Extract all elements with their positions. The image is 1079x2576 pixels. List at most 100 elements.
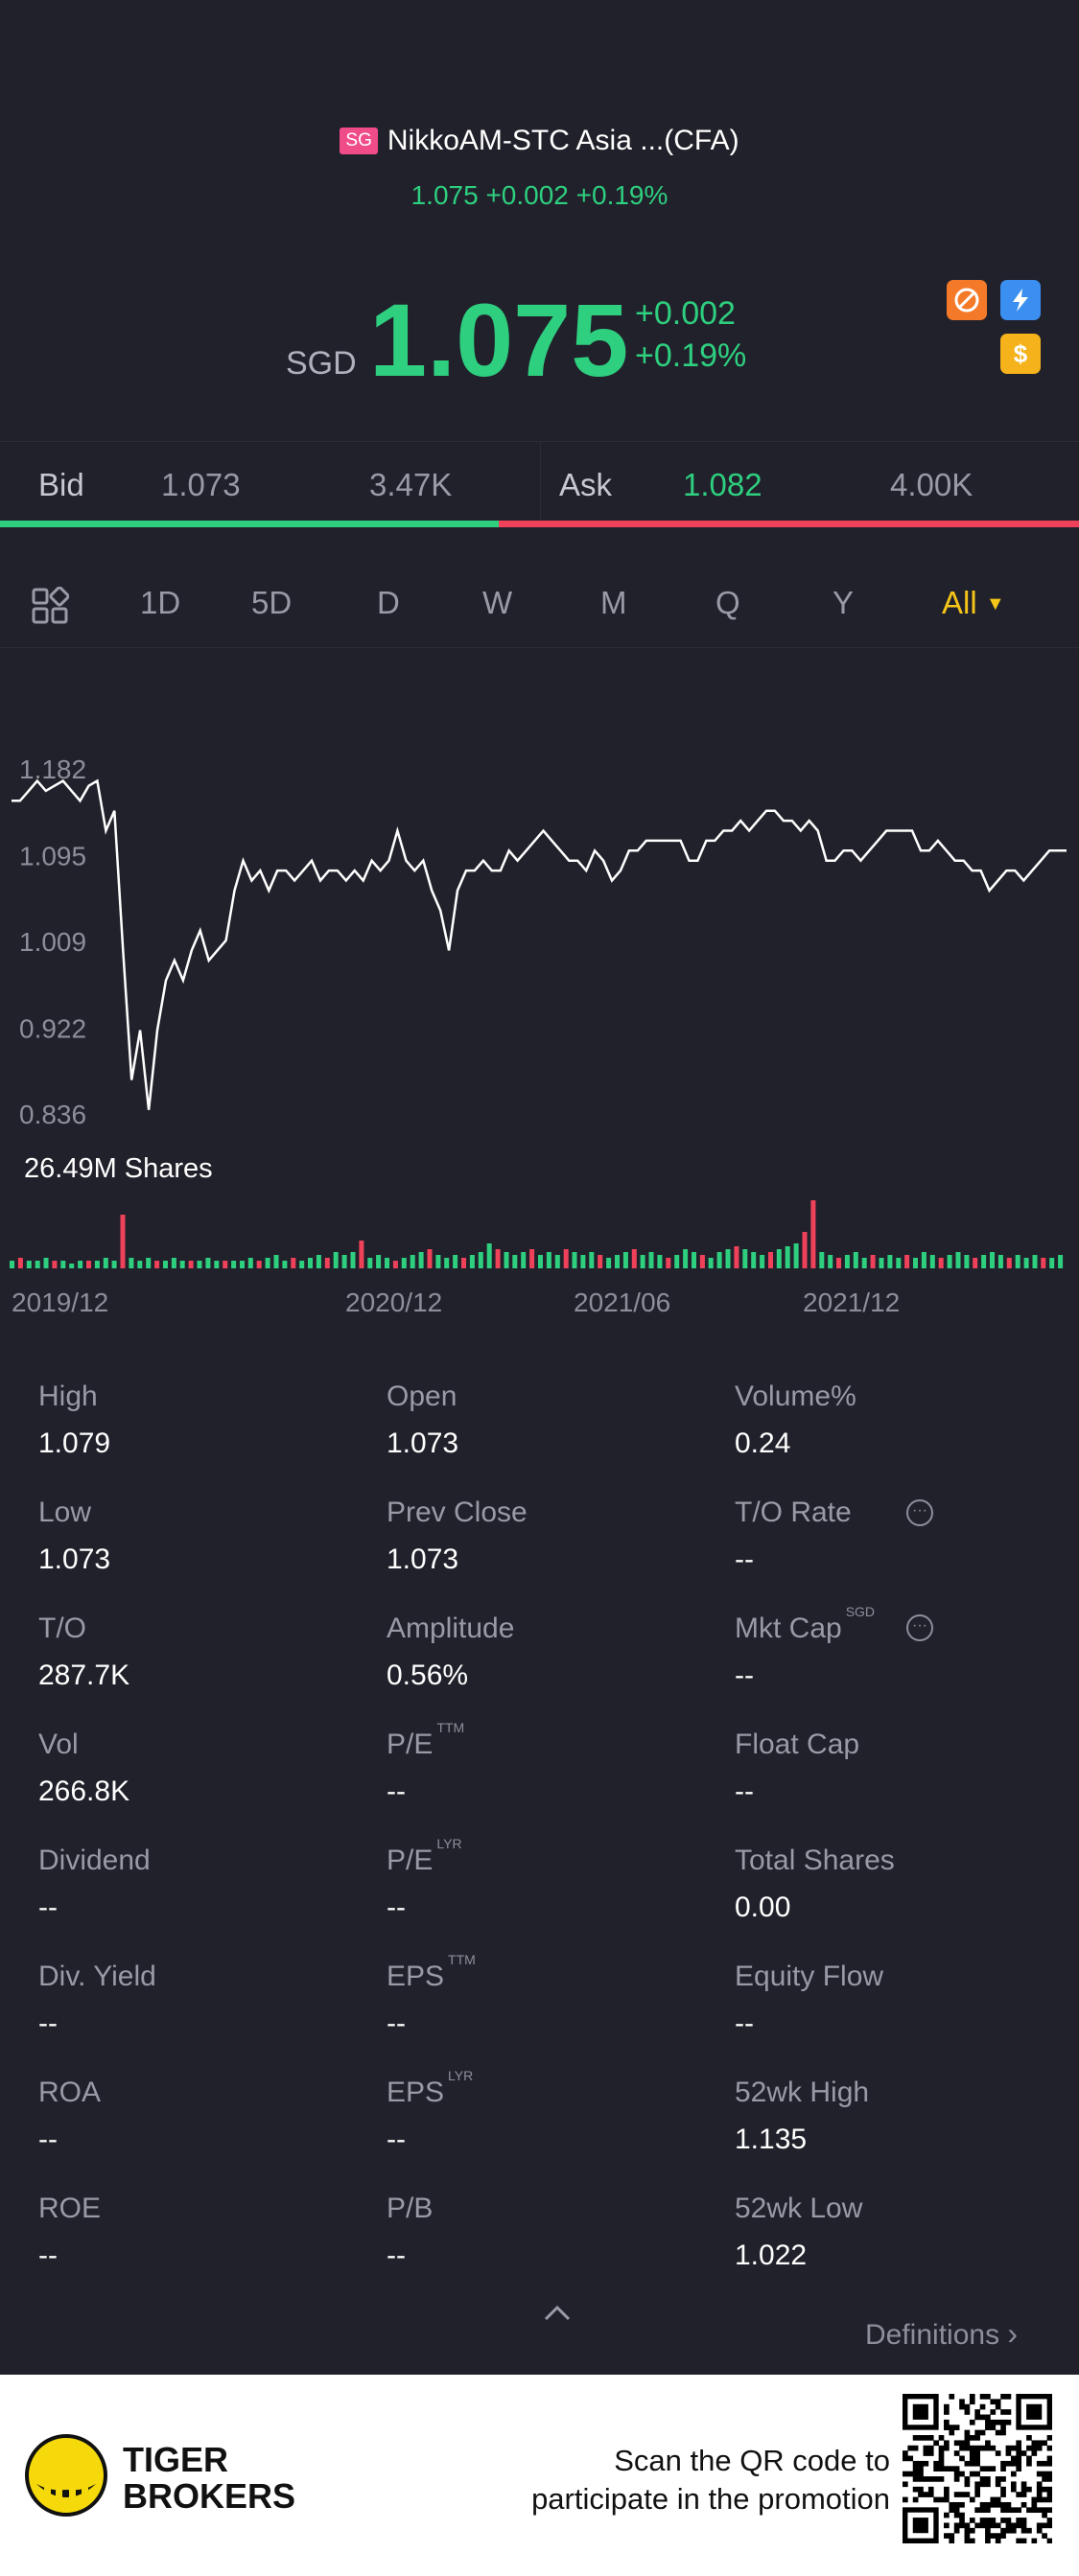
stat-label-text: Vol (38, 1729, 79, 1760)
stat-label: P/ELYR (387, 1836, 462, 1877)
volume-bar (324, 1258, 330, 1268)
volume-bar (453, 1255, 458, 1268)
definitions-link[interactable]: Definitions › (865, 2316, 1018, 2352)
stat-label-text: Low (38, 1497, 92, 1528)
volume-bar (844, 1255, 850, 1268)
volume-bar (129, 1258, 134, 1268)
stat-label: EPSLYR (387, 2068, 473, 2109)
promo-line1: Scan the QR code to (614, 2444, 890, 2477)
volume-bar (401, 1258, 407, 1268)
stat-label-text: P/E (387, 1845, 434, 1876)
volume-bar (793, 1243, 799, 1268)
volume-bar (666, 1258, 671, 1268)
bid-size: 3.47K (369, 467, 453, 502)
volume-bar (699, 1255, 705, 1268)
volume-bar (256, 1261, 262, 1268)
volume-bar (26, 1261, 32, 1268)
collapse-chevron-up-icon[interactable] (543, 2304, 572, 2328)
bid-ask-row: Bid 1.073 3.47K Ask 1.082 4.00K (0, 441, 1079, 526)
volume-bar (478, 1252, 483, 1268)
info-icon[interactable]: ··· (906, 1614, 933, 1641)
stat-value: -- (735, 1659, 754, 1691)
tab-1d[interactable]: 1D (140, 585, 181, 620)
stat-label-text: P/E (387, 1729, 434, 1760)
stat-value: 266.8K (38, 1775, 130, 1807)
volume-bar (751, 1252, 757, 1268)
stat-value: -- (387, 1775, 406, 1807)
stat-label-text: Open (387, 1381, 457, 1412)
volume-bar (359, 1241, 364, 1268)
bid-ratio-bar (0, 521, 499, 527)
promo-line2: participate in the promotion (531, 2482, 890, 2516)
y-tick-label: 1.182 (19, 754, 86, 784)
volume-bar (938, 1258, 944, 1268)
stat-value: -- (387, 2007, 406, 2039)
stat-label-text: EPS (387, 1961, 445, 1992)
stat-value: -- (38, 2007, 58, 2039)
stat-label-text: High (38, 1381, 98, 1412)
brand-line2: BROKERS (123, 2476, 296, 2516)
x-tick-label: 2020/12 (345, 1288, 442, 1317)
volume-bar (563, 1249, 569, 1268)
volume-bar (546, 1252, 551, 1268)
stat-value: -- (735, 2007, 754, 2039)
stat-label: 52wk High (735, 2077, 869, 2109)
dollar-icon[interactable]: $ (1000, 334, 1041, 374)
stat-value: 1.022 (735, 2239, 808, 2271)
volume-bar (768, 1252, 773, 1268)
volume-bar (17, 1258, 23, 1268)
stat-value: 1.073 (387, 1427, 459, 1459)
stat-label: Dividend (38, 1845, 151, 1877)
tab-5d[interactable]: 5D (251, 585, 293, 620)
stat-value: 0.24 (735, 1427, 791, 1459)
volume-bar (904, 1255, 910, 1268)
stat-label: Prev Close (387, 1497, 528, 1529)
stat-label-sup: LYR (448, 2068, 474, 2083)
info-icon[interactable]: ··· (906, 1499, 933, 1526)
stat-label: Low (38, 1497, 91, 1529)
stat-label-text: Prev Close (387, 1497, 528, 1528)
volume-bar (913, 1258, 918, 1268)
promo-footer: TIGER BROKERS Scan the QR code to partic… (0, 2375, 1079, 2576)
tab-w[interactable]: W (482, 585, 513, 620)
last-price: 1.075 (369, 282, 629, 398)
volume-bar (512, 1255, 518, 1268)
tab-y[interactable]: Y (833, 585, 855, 620)
layout-grid-icon[interactable] (31, 586, 70, 630)
tab-m[interactable]: M (600, 585, 627, 620)
volume-bar (990, 1252, 995, 1268)
stat-label-text: 52wk High (735, 2077, 870, 2108)
volume-bar (622, 1252, 628, 1268)
volume-bar (760, 1255, 765, 1268)
ask-size: 4.00K (890, 467, 973, 502)
volume-bar (179, 1261, 185, 1268)
stat-label: EPSTTM (387, 1952, 476, 1993)
volume-bar (376, 1255, 382, 1268)
market-badge: SG (340, 128, 378, 154)
y-tick-label: 1.009 (19, 927, 86, 957)
tab-d[interactable]: D (377, 585, 400, 620)
tab-all[interactable]: All ▼ (942, 585, 1005, 621)
volume-bar (282, 1261, 288, 1268)
volume-bar (120, 1215, 126, 1268)
tab-q[interactable]: Q (715, 585, 740, 620)
volume-bar (802, 1232, 808, 1268)
volume-bar (742, 1249, 748, 1268)
bid-ask-divider (540, 442, 541, 522)
stat-label-text: EPS (387, 2077, 445, 2108)
volume-bar (461, 1258, 466, 1268)
stat-label-text: Div. Yield (38, 1961, 156, 1992)
volume-bar (265, 1258, 270, 1268)
volume-bar (725, 1249, 731, 1268)
no-short-icon[interactable] (947, 280, 987, 320)
volume-bar (683, 1249, 689, 1268)
flash-icon[interactable] (1000, 280, 1041, 320)
volume-bar (163, 1261, 168, 1268)
stat-label-text: Total Shares (735, 1845, 895, 1876)
volume-bar (785, 1246, 790, 1268)
volume-bar (1049, 1258, 1055, 1268)
volume-bar (240, 1261, 245, 1268)
stat-value: 1.079 (38, 1427, 111, 1459)
volume-bar (861, 1258, 867, 1268)
